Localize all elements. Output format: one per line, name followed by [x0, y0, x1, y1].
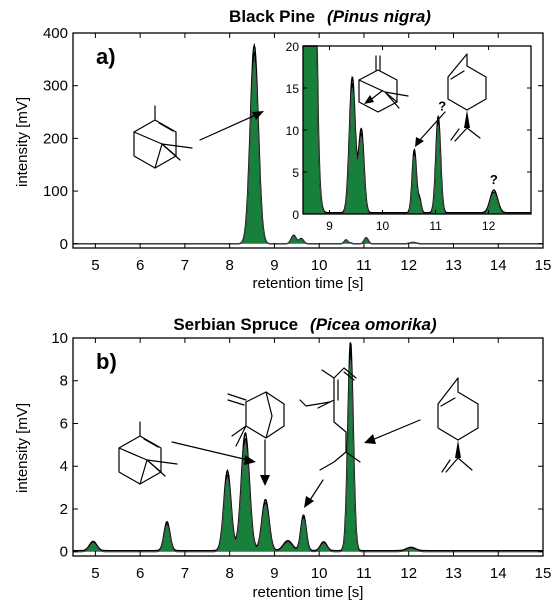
- panel-a-traces: [73, 42, 543, 245]
- camphene-structure: [227, 391, 285, 447]
- y-tick-label: 5: [292, 166, 299, 180]
- x-tick-label: 15: [535, 257, 552, 274]
- y-tick-label: 15: [286, 82, 300, 96]
- panel-a-label: a): [96, 44, 116, 69]
- inset-arrow-limonene: [418, 111, 446, 142]
- panel-a-frame: [72, 32, 544, 249]
- x-tick-label: 9: [270, 257, 278, 274]
- alpha-pinene-structure: [133, 105, 193, 169]
- y-tick-label: 400: [43, 25, 68, 42]
- x-tick-label: 8: [225, 565, 233, 582]
- x-tick-label: 11: [429, 219, 442, 233]
- panel-a-x-axis-label: retention time [s]: [253, 275, 364, 292]
- beta-pinene-structure: [358, 55, 409, 113]
- x-tick-label: 13: [445, 565, 462, 582]
- filled-trace-area: [303, 46, 531, 214]
- panel-b-title-species: (Picea omorika): [310, 315, 437, 334]
- limonene-structure-inset: [447, 53, 487, 142]
- inset-question-mark-1: ?: [438, 99, 446, 114]
- panel-b-x-axis-label: retention time [s]: [253, 584, 364, 601]
- myrcene-structure: [299, 367, 361, 471]
- x-tick-label: 12: [482, 219, 496, 233]
- x-tick-label: 9: [326, 219, 333, 233]
- trace-line: [73, 351, 543, 553]
- trace-line-lower: [73, 59, 543, 245]
- alpha-pinene-structure-b: [118, 421, 178, 485]
- inset-arrowhead-2: [415, 137, 424, 147]
- x-tick-label: 12: [400, 565, 417, 582]
- x-tick-label: 7: [181, 257, 189, 274]
- x-tick-label: 5: [91, 565, 99, 582]
- panel-b-arrowhead-2: [260, 475, 270, 486]
- panel-b-arrow-alpha-pinene: [171, 441, 249, 461]
- panel-b-arrowhead-4: [364, 434, 376, 444]
- panel-a-title-species: (Pinus nigra): [327, 7, 431, 26]
- y-tick-label: 8: [60, 373, 68, 390]
- x-tick-label: 6: [136, 257, 144, 274]
- x-tick-label: 9: [270, 565, 278, 582]
- inset-arrowhead-1: [364, 95, 374, 104]
- x-tick-label: 7: [181, 565, 189, 582]
- x-tick-label: 10: [376, 219, 390, 233]
- y-tick-label: 0: [292, 208, 299, 222]
- panel-b-arrow-myrcene: [309, 479, 324, 501]
- trace-line-upper: [73, 342, 543, 552]
- inset-frame: [302, 45, 532, 215]
- x-tick-label: 15: [535, 565, 552, 582]
- inset-axis-ticks: 9 10 11 12 0 5 10 15 20: [286, 40, 531, 233]
- panel-a: Black Pine (Pinus nigra) 5 6 7 8 9 10 11 12 13 14 1…: [14, 7, 551, 292]
- limonene-structure-b: [437, 377, 479, 473]
- x-tick-label: 12: [400, 257, 417, 274]
- y-tick-label: 300: [43, 78, 68, 95]
- y-tick-label: 0: [60, 544, 68, 561]
- panel-b-arrow-limonene: [371, 419, 421, 441]
- panel-a-arrow-alpha-pinene: [199, 113, 259, 141]
- trace-line-lower: [73, 359, 543, 553]
- panel-a-arrowhead: [252, 111, 264, 120]
- y-tick-label: 200: [43, 130, 68, 147]
- x-tick-label: 8: [225, 257, 233, 274]
- y-tick-label: 0: [60, 236, 68, 253]
- panel-b-arrowhead-1: [244, 455, 256, 465]
- y-tick-label: 6: [60, 415, 68, 432]
- x-tick-label: 10: [311, 565, 328, 582]
- y-tick-label: 2: [60, 501, 68, 518]
- x-tick-label: 11: [356, 565, 372, 582]
- x-tick-label: 5: [91, 257, 99, 274]
- panel-b-arrowhead-3: [304, 496, 314, 508]
- panel-b-axis-ticks: 5 6 7 8 9 10 11 12 13 14 15 0 2 4 6 8 10: [51, 330, 551, 582]
- y-tick-label: 10: [286, 124, 300, 138]
- x-tick-label: 13: [445, 257, 462, 274]
- filled-trace-area: [73, 351, 543, 552]
- panel-b-y-axis-label: intensity [mV]: [14, 403, 31, 493]
- panel-a-y-axis-label: intensity [mV]: [14, 97, 31, 187]
- y-tick-label: 4: [60, 458, 68, 475]
- panel-a-title: Black Pine (Pinus nigra): [229, 7, 431, 26]
- y-tick-label: 100: [43, 183, 68, 200]
- x-tick-label: 14: [490, 257, 507, 274]
- panel-a-inset: 9 10 11 12 0 5 10 15 20 ? ?: [286, 40, 532, 233]
- x-tick-label: 6: [136, 565, 144, 582]
- panel-b-title-main: Serbian Spruce: [173, 315, 298, 334]
- panel-b-frame: [72, 337, 544, 557]
- panel-b-label: b): [96, 349, 117, 374]
- panel-a-title-main: Black Pine: [229, 7, 315, 26]
- y-tick-label: 10: [51, 330, 68, 347]
- inset-question-mark-2: ?: [490, 172, 498, 187]
- panel-b: Serbian Spruce (Picea omorika) 5 6 7 8 9 10 11 1…: [14, 315, 551, 601]
- panel-b-traces: [73, 342, 543, 553]
- panel-b-title: Serbian Spruce (Picea omorika): [173, 315, 437, 334]
- x-tick-label: 14: [490, 565, 507, 582]
- y-tick-label: 20: [286, 40, 300, 54]
- x-tick-label: 10: [311, 257, 328, 274]
- x-tick-label: 11: [356, 257, 372, 274]
